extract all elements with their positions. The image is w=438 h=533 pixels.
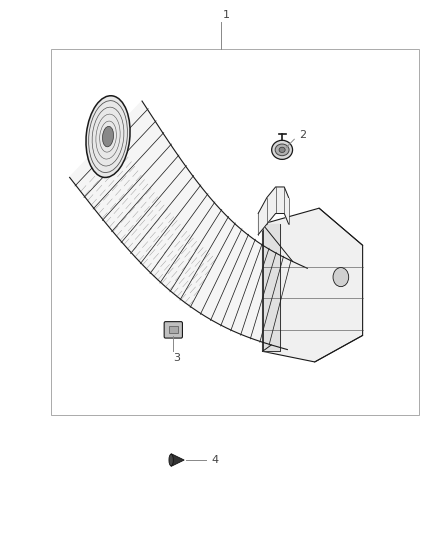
Ellipse shape [102, 126, 113, 147]
Polygon shape [258, 187, 289, 235]
Bar [169, 326, 178, 333]
Bar [51, 49, 419, 415]
Ellipse shape [169, 454, 173, 466]
Ellipse shape [275, 144, 289, 156]
Ellipse shape [272, 140, 293, 159]
Polygon shape [262, 224, 280, 351]
Polygon shape [70, 101, 307, 350]
Text: 4: 4 [212, 455, 219, 465]
Ellipse shape [279, 147, 285, 152]
Circle shape [333, 268, 349, 287]
FancyBboxPatch shape [164, 321, 183, 338]
Text: 2: 2 [300, 130, 307, 140]
Ellipse shape [86, 96, 130, 177]
Polygon shape [171, 454, 184, 466]
Text: 3: 3 [173, 353, 180, 362]
Text: 1: 1 [223, 10, 230, 20]
Polygon shape [262, 208, 363, 362]
